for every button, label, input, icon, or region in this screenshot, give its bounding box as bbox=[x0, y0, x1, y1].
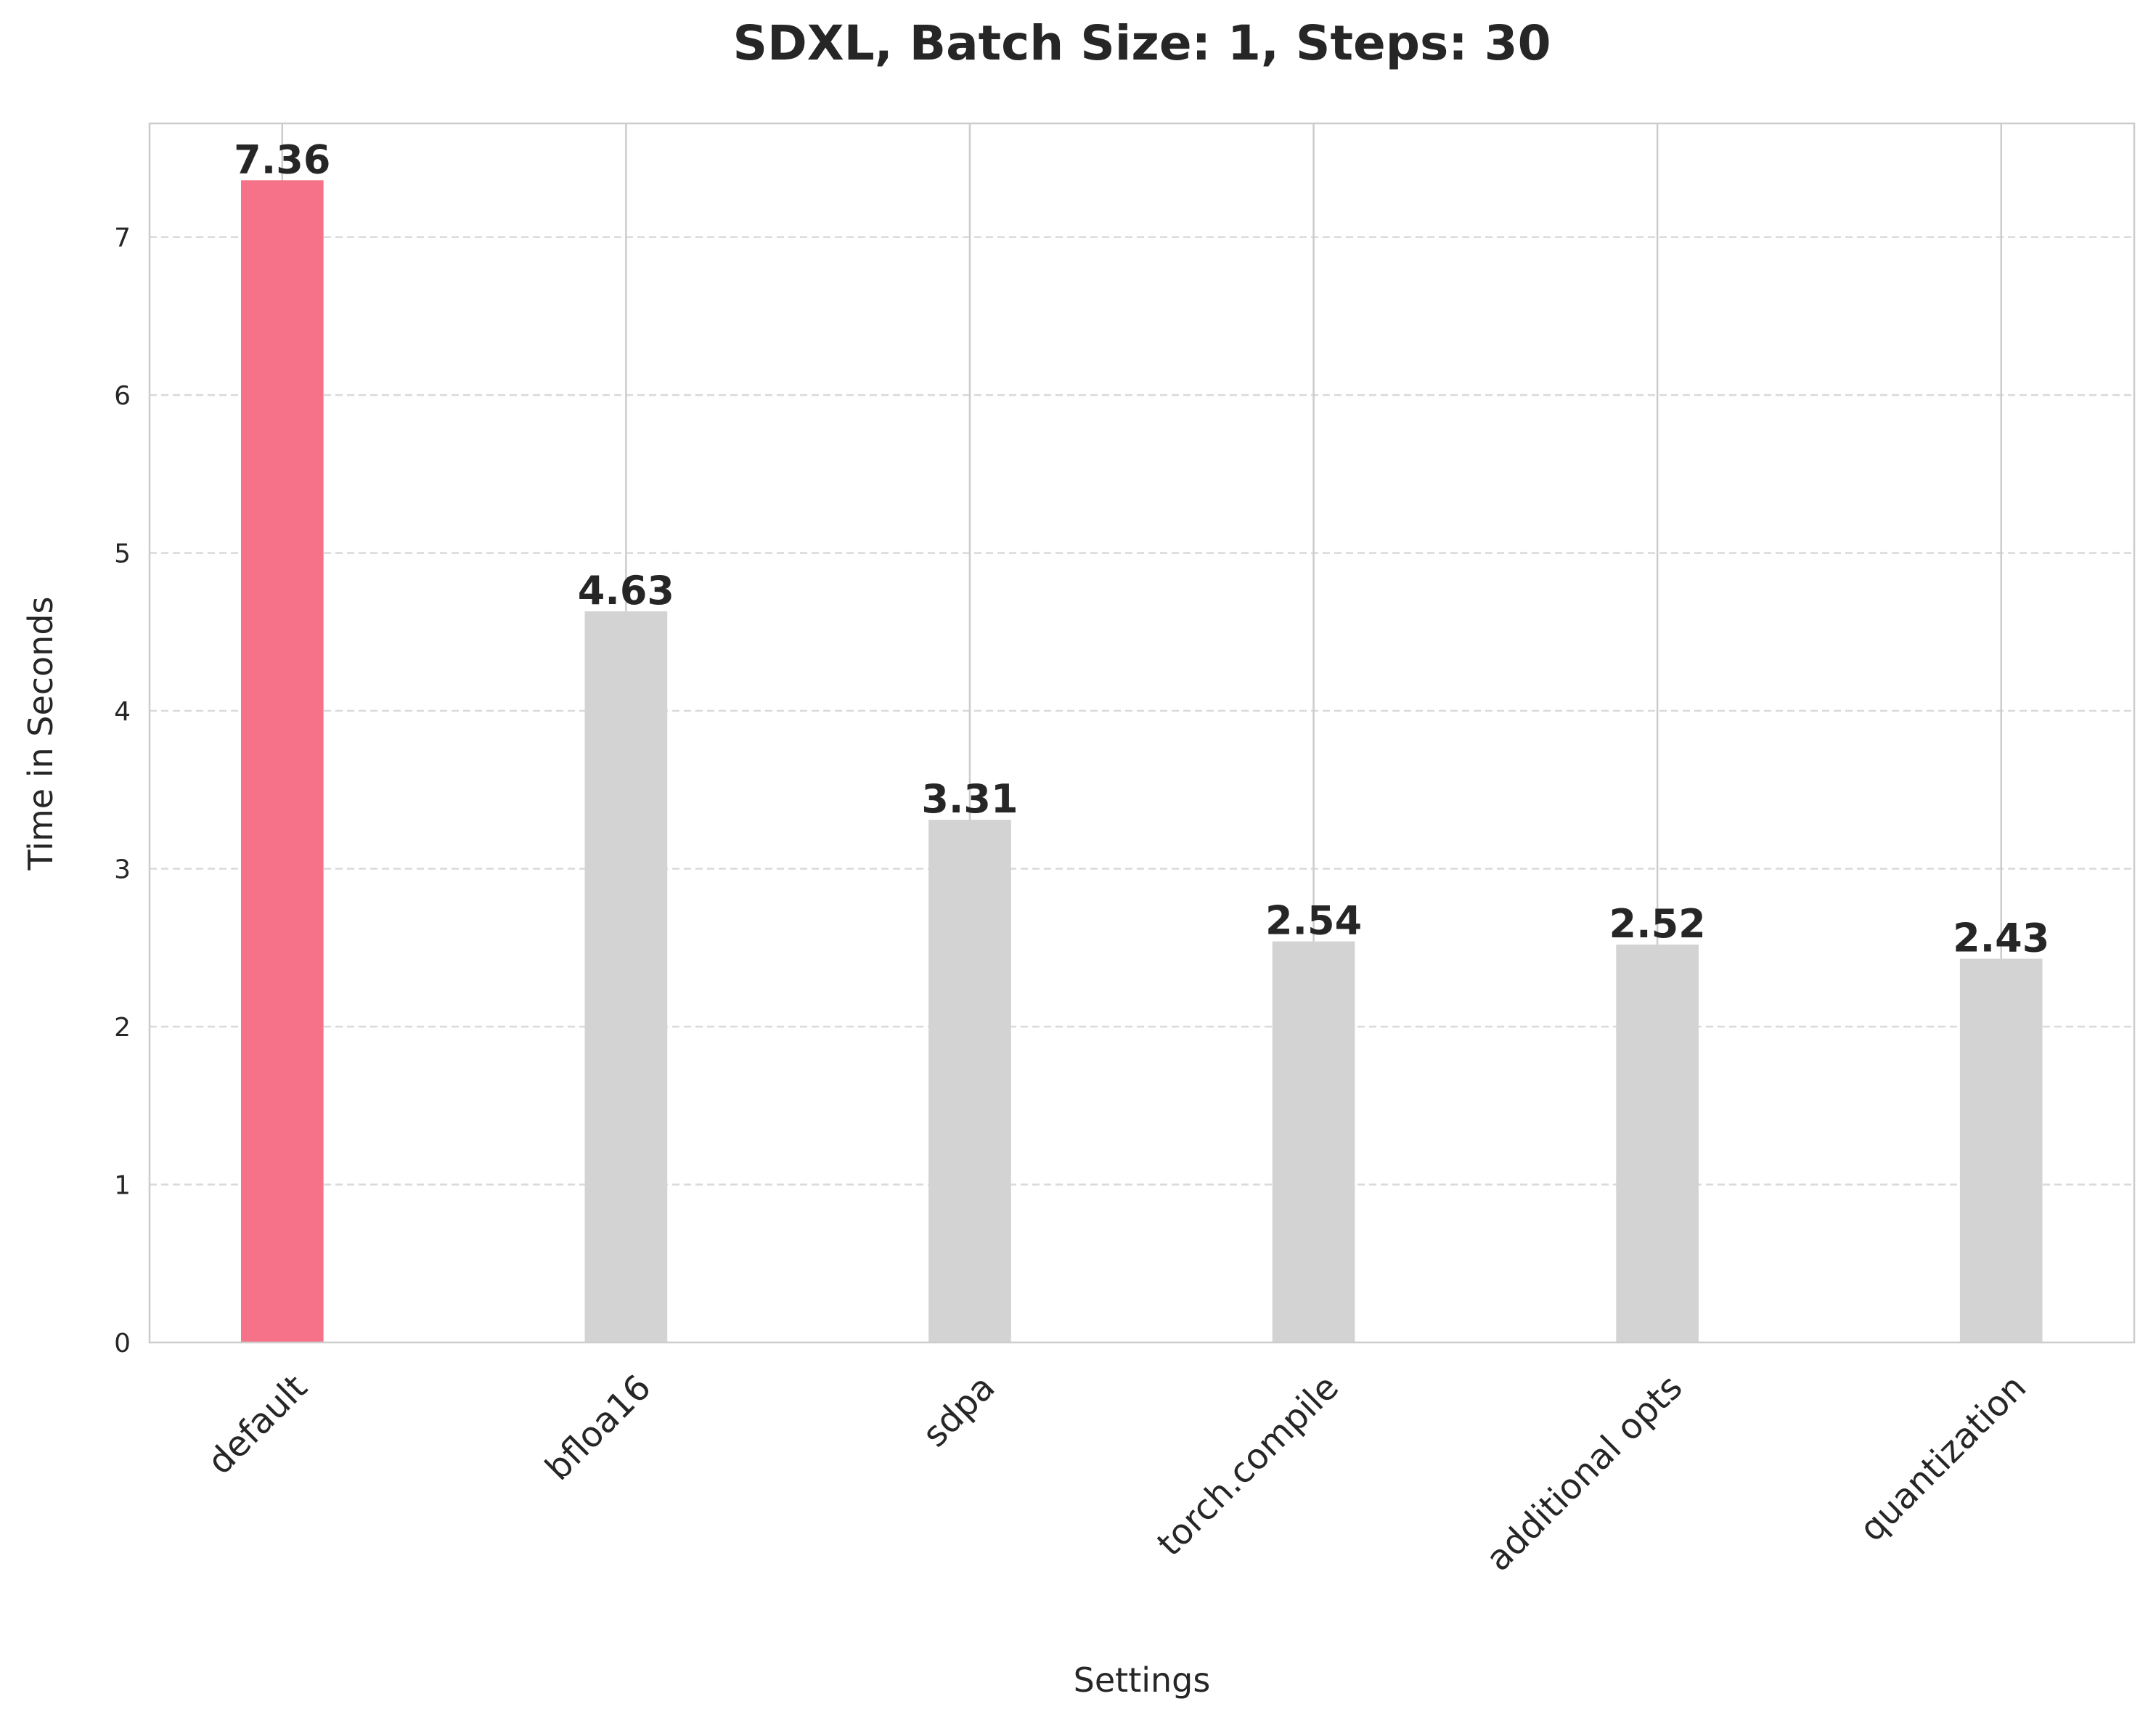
y-tick-label: 3 bbox=[114, 855, 131, 885]
value-labels: 7.36 4.63 3.31 2.54 2.52 2.43 bbox=[234, 136, 2049, 961]
x-tick-label: bfloa16 bbox=[537, 1367, 658, 1488]
value-label: 3.31 bbox=[921, 776, 1018, 822]
value-label: 2.43 bbox=[1953, 916, 2049, 961]
y-axis-ticks: 0 1 2 3 4 5 6 7 bbox=[114, 224, 131, 1358]
bars bbox=[240, 180, 2043, 1343]
x-axis-label: Settings bbox=[1074, 1660, 1211, 1700]
x-axis-ticks: default bfloa16 sdpa torch.compile additiona… bbox=[200, 1367, 2034, 1579]
chart-title: SDXL, Batch Size: 1, Steps: 30 bbox=[732, 15, 1551, 71]
x-tick-label: torch.compile bbox=[1149, 1367, 1347, 1565]
plot-frame bbox=[148, 122, 2136, 1344]
value-label: 2.52 bbox=[1609, 901, 1706, 947]
bar-bfloa16 bbox=[584, 611, 668, 1342]
bar-sdpa bbox=[928, 820, 1011, 1342]
bar-torch-compile bbox=[1272, 941, 1355, 1342]
x-tick-label: additional opts bbox=[1478, 1367, 1690, 1579]
value-label: 7.36 bbox=[234, 136, 330, 182]
y-tick-label: 2 bbox=[114, 1013, 131, 1043]
y-tick-label: 7 bbox=[114, 224, 131, 253]
bar-additional-opts bbox=[1616, 944, 1699, 1342]
grid bbox=[150, 123, 2134, 1342]
y-tick-label: 6 bbox=[114, 381, 131, 411]
bar-default bbox=[240, 180, 324, 1343]
value-label: 4.63 bbox=[578, 568, 674, 614]
y-tick-label: 5 bbox=[114, 539, 131, 569]
x-tick-label: quantization bbox=[1852, 1367, 2034, 1549]
value-label: 2.54 bbox=[1265, 898, 1362, 944]
x-tick-label: sdpa bbox=[915, 1367, 1003, 1455]
y-tick-label: 0 bbox=[114, 1329, 131, 1358]
bar-quantization bbox=[1959, 958, 2043, 1342]
y-tick-label: 4 bbox=[114, 697, 131, 727]
x-tick-label: default bbox=[200, 1367, 315, 1483]
y-axis-label: Time in Seconds bbox=[21, 596, 60, 871]
y-tick-label: 1 bbox=[114, 1171, 131, 1201]
